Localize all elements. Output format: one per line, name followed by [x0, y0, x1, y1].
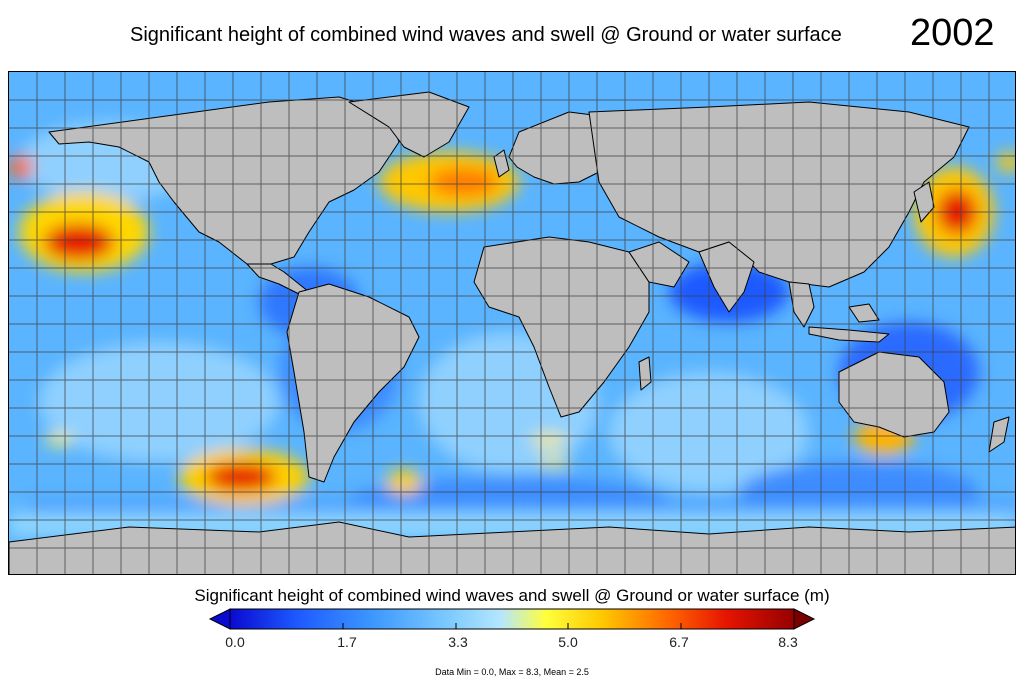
- map-title: Significant height of combined wind wave…: [130, 24, 842, 46]
- colorbar-tick-label: 0.0: [225, 634, 245, 650]
- colorbar-title: Significant height of combined wind wave…: [194, 586, 830, 605]
- colorbar: [208, 608, 816, 630]
- colorbar-tick-label: 6.7: [669, 634, 689, 650]
- data-stats: Data Min = 0.0, Max = 8.3, Mean = 2.5: [435, 667, 589, 677]
- colorbar-tick-label: 8.3: [778, 634, 798, 650]
- colorbar-tick-label: 5.0: [558, 634, 578, 650]
- colorbar-min-arrow: [208, 608, 231, 630]
- year-label: 2002: [910, 12, 995, 54]
- colorbar-gradient: [229, 608, 795, 630]
- colorbar-tick-marks: [229, 623, 795, 629]
- colorbar-max-arrow: [793, 608, 816, 630]
- world-map: [8, 71, 1016, 575]
- colorbar-tick-label: 1.7: [337, 634, 357, 650]
- colorbar-tick-label: 3.3: [448, 634, 468, 650]
- lat-lon-grid: [9, 72, 1015, 574]
